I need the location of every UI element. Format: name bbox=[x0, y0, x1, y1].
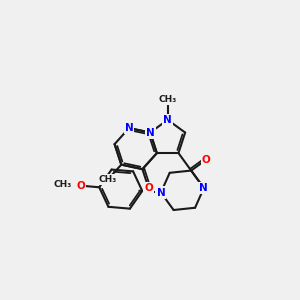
Text: O: O bbox=[202, 155, 210, 165]
Text: N: N bbox=[125, 123, 134, 133]
Text: CH₃: CH₃ bbox=[98, 176, 117, 184]
Text: N: N bbox=[200, 183, 208, 193]
Text: N: N bbox=[146, 128, 154, 137]
Text: O: O bbox=[144, 183, 153, 193]
Text: O: O bbox=[76, 181, 85, 191]
Text: N: N bbox=[163, 115, 172, 125]
Text: CH₃: CH₃ bbox=[158, 95, 177, 104]
Text: N: N bbox=[157, 188, 165, 197]
Text: CH₃: CH₃ bbox=[53, 180, 72, 189]
